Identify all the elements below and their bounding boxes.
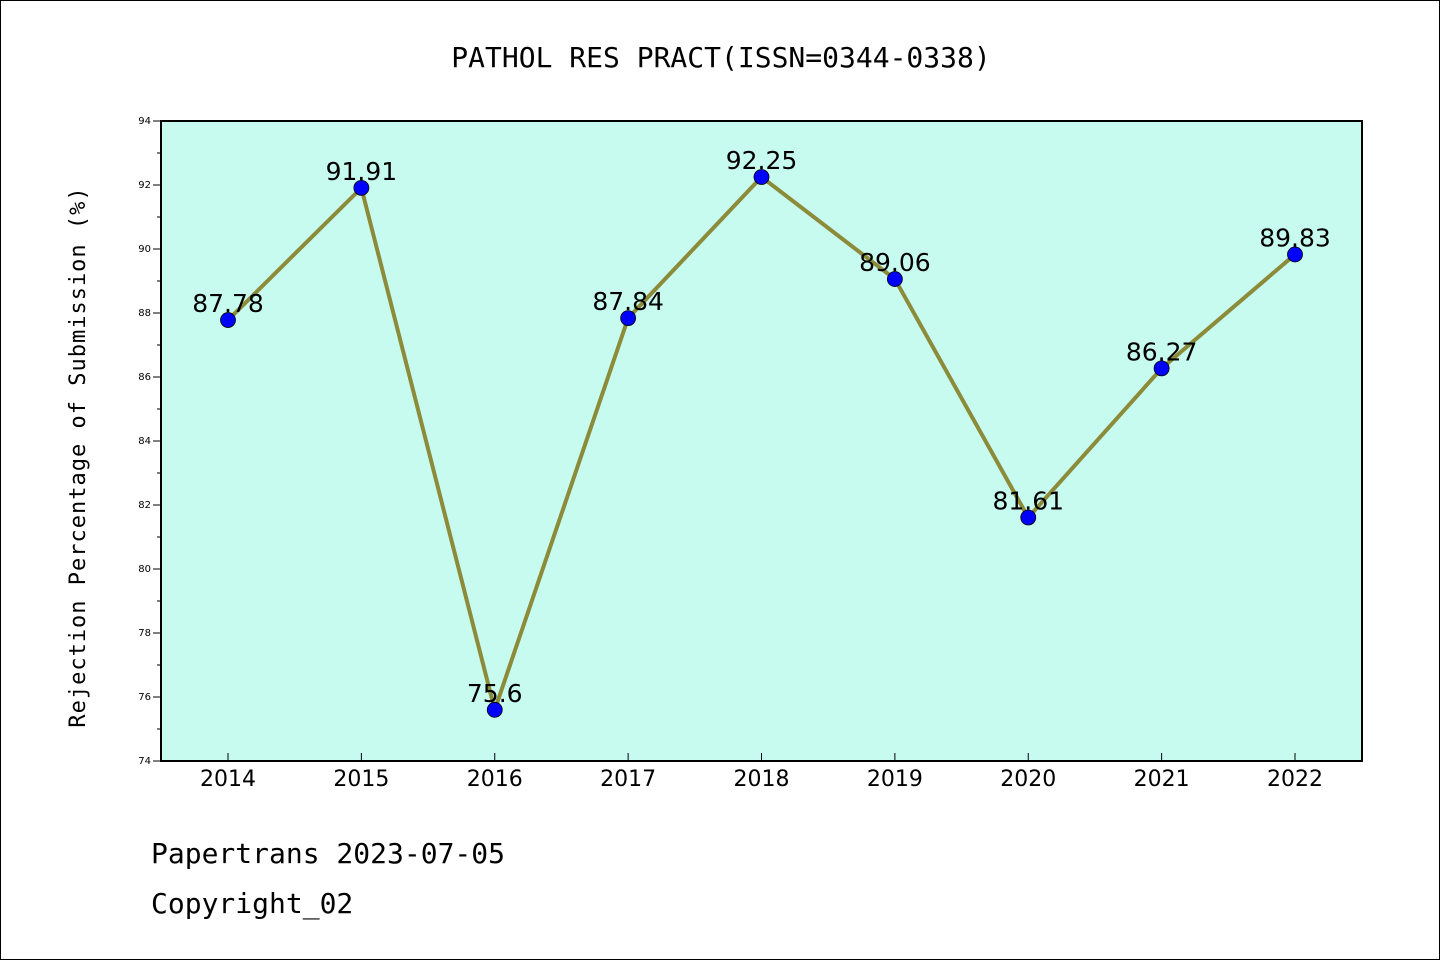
y-tick-label: 92	[138, 180, 151, 191]
y-tick-label: 94	[138, 116, 151, 127]
x-tick-label: 2019	[867, 767, 923, 792]
data-point-2016	[486, 701, 503, 718]
y-axis-ticks: 74 76 78 80 82 84 86 88 90 92 94	[138, 116, 161, 767]
footer-copyright: Copyright_02	[151, 887, 354, 920]
data-label-2014: 87.78	[192, 289, 264, 318]
y-tick-label: 76	[138, 692, 151, 703]
data-point-2021	[1153, 360, 1170, 377]
x-tick-label: 2021	[1134, 767, 1190, 792]
plot-area	[160, 120, 1363, 762]
data-point-2020	[1020, 509, 1037, 526]
y-tick-label: 84	[138, 436, 151, 447]
data-label-2022: 89.83	[1259, 223, 1331, 252]
x-tick-label: 2018	[734, 767, 790, 792]
x-axis-ticks: 2014 2015 2016 2017 2018 2019 2020 2021 2022	[200, 753, 1323, 792]
chart-title: PATHOL RES PRACT(ISSN=0344-0338)	[451, 41, 990, 74]
x-tick-label: 2016	[467, 767, 523, 792]
y-tick-label: 78	[138, 628, 151, 639]
data-markers	[220, 169, 1303, 718]
data-point-2014	[220, 312, 236, 328]
data-label-2017: 87.84	[592, 287, 664, 316]
data-point-2018	[753, 169, 770, 185]
data-label-2021: 86.27	[1126, 337, 1198, 366]
data-label-2020: 81.61	[992, 486, 1064, 515]
data-label-2019: 89.06	[859, 248, 931, 277]
x-tick-label: 2014	[200, 767, 256, 792]
y-tick-label: 74	[138, 756, 151, 767]
footer-source: Papertrans 2023-07-05	[151, 837, 506, 870]
data-label-2018: 92.25	[726, 146, 798, 175]
y-tick-label: 86	[138, 372, 151, 383]
x-tick-label: 2022	[1267, 767, 1323, 792]
y-tick-label: 90	[138, 244, 151, 255]
y-tick-label: 80	[138, 564, 151, 575]
y-tick-label: 82	[138, 500, 151, 511]
data-label-2016: 75.6	[467, 679, 523, 708]
data-label-2015: 91.91	[326, 157, 398, 186]
data-point-2019	[886, 271, 903, 287]
x-tick-label: 2020	[1000, 767, 1056, 792]
data-labels: 87.78 91.91 75.6 87.84 92.25 89.06 81.61 86.27 8…	[192, 146, 1331, 708]
data-point-2015	[353, 179, 370, 196]
x-tick-label: 2015	[333, 767, 389, 792]
x-tick-label: 2017	[600, 767, 656, 792]
data-point-2022	[1287, 246, 1303, 263]
data-point-2017	[620, 310, 637, 327]
y-axis-label: Rejection Percentage of Submission (%)	[66, 186, 91, 727]
y-tick-label: 88	[138, 308, 151, 319]
